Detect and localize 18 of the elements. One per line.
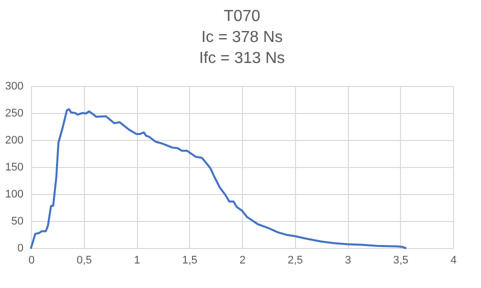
x-tick-label: 3,5 [393, 254, 408, 266]
x-tick-label: 2 [239, 254, 246, 266]
x-tick-label: 1,5 [182, 254, 198, 266]
y-tick-label: 100 [5, 188, 24, 200]
x-tick-label: 0,5 [76, 254, 92, 266]
x-tick-label: 0 [28, 254, 35, 266]
chart-title: T070 Ic = 378 Ns Ifc = 313 Ns [199, 8, 285, 67]
x-tick-label: 4 [450, 254, 457, 266]
y-tick-label: 300 [5, 80, 24, 92]
y-tick-label: 250 [5, 108, 24, 120]
line-series [30, 108, 407, 249]
x-tick-label: 1 [134, 254, 140, 266]
y-tick-label: 150 [5, 162, 24, 174]
y-tick-label: 50 [11, 216, 24, 228]
y-tick-label: 0 [17, 242, 24, 254]
x-tick-label: 3 [344, 254, 352, 266]
x-tick-label: 2,5 [288, 254, 303, 266]
y-tick-label: 200 [5, 134, 24, 146]
